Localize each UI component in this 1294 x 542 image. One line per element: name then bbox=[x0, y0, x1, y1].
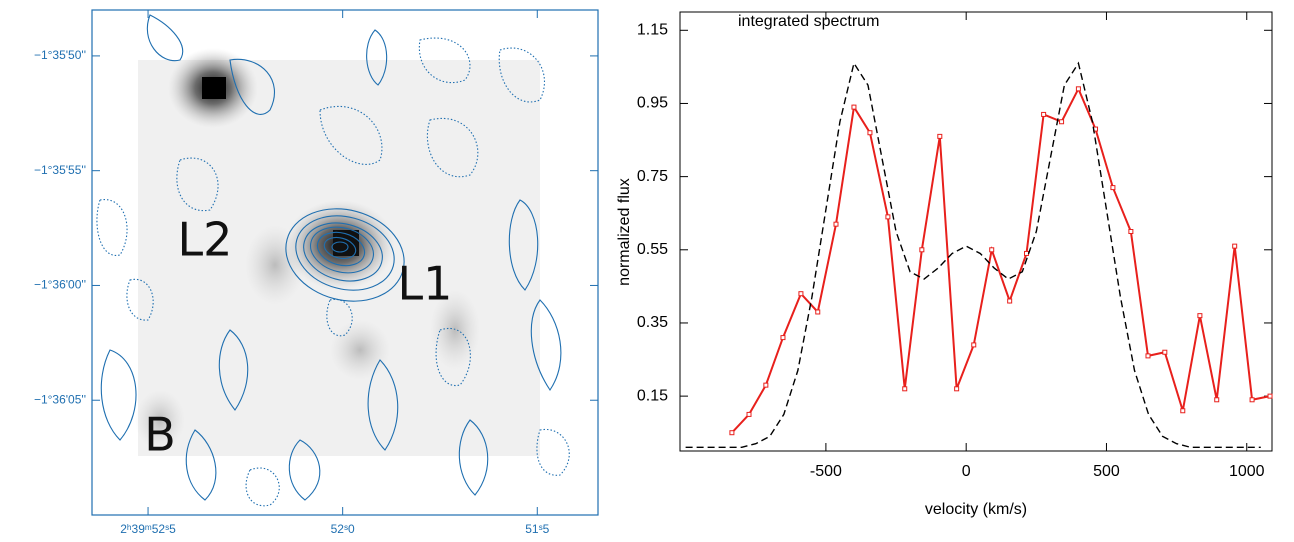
data-point bbox=[851, 104, 857, 110]
faint-blob bbox=[330, 320, 390, 380]
annotation: B bbox=[144, 408, 176, 462]
data-point bbox=[1110, 185, 1116, 191]
data-point bbox=[1128, 229, 1134, 234]
data-point bbox=[971, 342, 977, 348]
x-tick-label: 1000 bbox=[1229, 463, 1265, 480]
faint-blob bbox=[430, 290, 480, 370]
faint-blob bbox=[245, 225, 305, 305]
data-point bbox=[1214, 397, 1220, 403]
y-tick-label: −1°36'05'' bbox=[34, 392, 86, 406]
data-point bbox=[989, 247, 995, 253]
source-core bbox=[202, 77, 226, 99]
x-tick-label: 500 bbox=[1093, 463, 1120, 480]
data-point bbox=[1075, 86, 1081, 92]
data-point bbox=[1007, 298, 1013, 304]
data-point bbox=[1249, 397, 1255, 403]
x-axis-label: velocity (km/s) bbox=[925, 501, 1027, 518]
x-tick-label: 2ʰ39ᵐ52ˢ5 bbox=[120, 522, 176, 536]
y-tick-label: −1°36'00'' bbox=[34, 278, 86, 292]
x-tick-label: 51ˢ5 bbox=[525, 522, 549, 536]
y-tick-label: 0.55 bbox=[637, 241, 668, 258]
y-tick-label: −1°35'55'' bbox=[34, 163, 86, 177]
x-tick-label: 0 bbox=[962, 463, 971, 480]
data-point bbox=[902, 386, 908, 392]
data-point bbox=[1041, 111, 1047, 117]
data-point bbox=[1162, 349, 1168, 355]
data-point bbox=[746, 411, 752, 417]
right-frame bbox=[679, 11, 1273, 452]
annotation: integrated spectrum bbox=[738, 13, 879, 30]
y-tick-label: −1°35'50'' bbox=[34, 48, 86, 62]
data-point bbox=[798, 291, 804, 297]
left-frame bbox=[91, 9, 599, 516]
data-point bbox=[954, 386, 960, 392]
data-point bbox=[815, 309, 821, 315]
data-point bbox=[1267, 393, 1273, 399]
data-point bbox=[1059, 119, 1065, 125]
y-tick-label: 1.15 bbox=[637, 22, 668, 39]
data-point bbox=[919, 247, 925, 253]
y-tick-label: 0.75 bbox=[637, 168, 668, 185]
data-point bbox=[1232, 243, 1238, 249]
data-point bbox=[833, 221, 839, 227]
contours bbox=[96, 14, 570, 507]
data-point bbox=[1024, 250, 1030, 256]
x-tick-label: 52ˢ0 bbox=[331, 522, 355, 536]
y-axis-label: normalized flux bbox=[616, 178, 633, 286]
data-point bbox=[1197, 313, 1203, 319]
data-point bbox=[1180, 408, 1186, 414]
series-line bbox=[685, 61, 1261, 449]
data-point bbox=[1145, 353, 1151, 359]
annotation: L2 bbox=[178, 213, 233, 267]
faint-blob bbox=[135, 390, 185, 450]
data-point bbox=[780, 335, 786, 341]
y-tick-label: 0.35 bbox=[637, 314, 668, 331]
sky-image bbox=[96, 14, 570, 507]
annotation: L1 bbox=[398, 257, 453, 311]
y-tick-label: 0.15 bbox=[637, 387, 668, 404]
data-point bbox=[729, 430, 735, 436]
data-point bbox=[763, 382, 769, 388]
series-line bbox=[731, 86, 1271, 434]
data-point bbox=[885, 214, 891, 220]
y-tick-label: 0.95 bbox=[637, 95, 668, 112]
data-point bbox=[867, 130, 873, 136]
x-tick-label: -500 bbox=[810, 463, 842, 480]
data-point bbox=[937, 133, 943, 139]
